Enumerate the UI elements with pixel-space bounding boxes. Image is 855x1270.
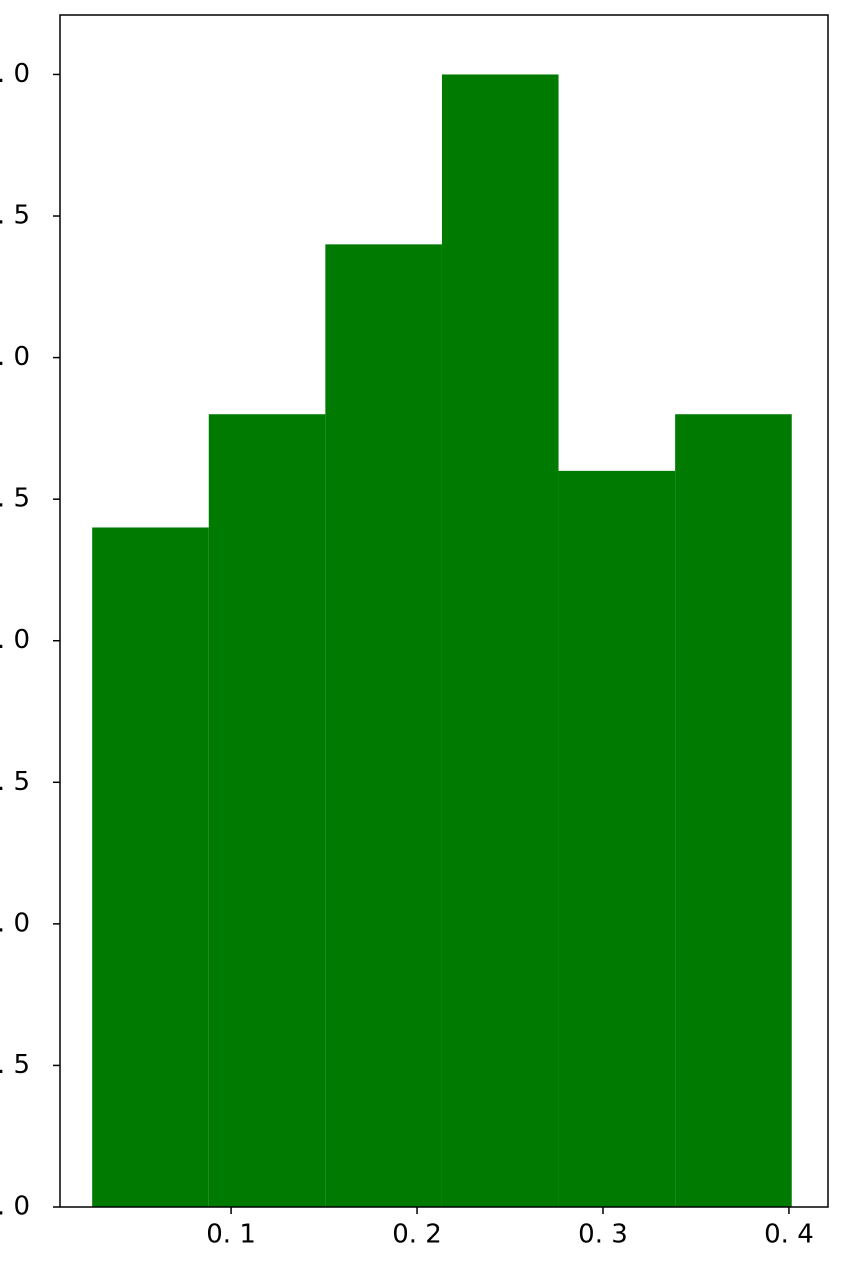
x-tick-label: 0. 2: [392, 1220, 442, 1250]
x-tick-label: 0. 3: [578, 1220, 628, 1250]
bar: [675, 414, 792, 1207]
y-tick-label: 0. 0: [0, 1192, 30, 1222]
y-tick-label: 3. 5: [0, 201, 30, 231]
y-tick-label: 1. 0: [0, 908, 30, 938]
y-tick-label: 3. 0: [0, 342, 30, 372]
plot-frame: [59, 14, 829, 1208]
y-tick-label: 4. 0: [0, 59, 30, 89]
y-tick-label: 0. 5: [0, 1050, 30, 1080]
x-tick-label: 0. 4: [764, 1220, 814, 1250]
bar: [208, 414, 326, 1207]
x-tick-label: 0. 1: [206, 1220, 256, 1250]
y-tick-label: 2. 5: [0, 484, 30, 514]
bar: [558, 470, 676, 1207]
y-tick-label: 1. 5: [0, 767, 30, 797]
y-tick-label: 2. 0: [0, 625, 30, 655]
bar: [441, 74, 559, 1207]
bar: [325, 244, 442, 1207]
bar: [92, 527, 209, 1207]
